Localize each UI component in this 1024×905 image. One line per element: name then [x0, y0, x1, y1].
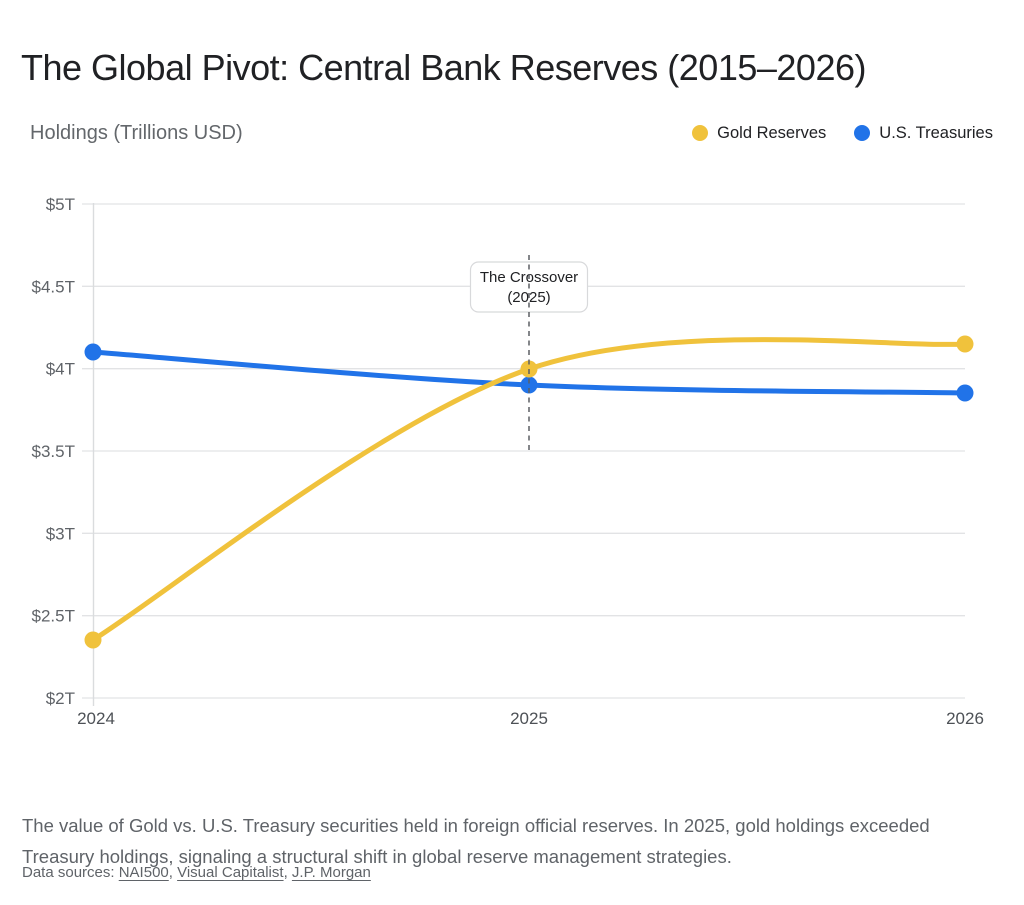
y-tick-label: $4.5T [32, 277, 75, 296]
page-title: The Global Pivot: Central Bank Reserves … [21, 47, 866, 89]
x-tick-label: 2026 [946, 709, 984, 728]
data-sources: Data sources: NAI500, Visual Capitalist,… [22, 863, 371, 883]
treasuries-series-dot-icon [854, 125, 871, 141]
data-point-u-s-treasuries [84, 343, 102, 361]
chart-header-row: Holdings (Trillions USD) Gold Reserves U… [30, 114, 993, 152]
legend-item-gold-reserves[interactable]: Gold Reserves [692, 124, 826, 143]
data-point-gold-reserves [956, 335, 974, 353]
chart-description: The value of Gold vs. U.S. Treasury secu… [22, 814, 930, 867]
legend-item-us-treasuries[interactable]: U.S. Treasuries [854, 124, 993, 143]
y-tick-label: $4T [46, 360, 75, 379]
legend-label: U.S. Treasuries [879, 123, 993, 142]
x-tick-label: 2025 [510, 709, 548, 728]
x-tick-label: 2024 [77, 709, 115, 728]
sources-separator: , [283, 864, 292, 881]
y-tick-label: $3T [46, 524, 75, 543]
legend-label: Gold Reserves [717, 123, 827, 142]
y-tick-label: $3.5T [32, 442, 75, 461]
gold-series-dot-icon [692, 125, 709, 141]
y-tick-label: $2.5T [32, 607, 75, 626]
y-tick-label: $2T [46, 689, 75, 708]
source-link-jp-morgan[interactable]: J.P. Morgan [291, 864, 371, 881]
sources-prefix: Data sources: [22, 864, 119, 881]
data-point-u-s-treasuries [520, 376, 538, 394]
y-tick-label: $5T [46, 195, 75, 214]
source-link-visual-capitalist[interactable]: Visual Capitalist [177, 864, 284, 881]
chart-legend: Gold Reserves U.S. Treasuries [692, 124, 993, 143]
data-point-gold-reserves [84, 631, 102, 649]
data-point-u-s-treasuries [956, 384, 974, 402]
y-axis-title: Holdings (Trillions USD) [30, 121, 243, 144]
source-link-nai500[interactable]: NAI500 [118, 864, 169, 881]
sources-separator: , [168, 864, 178, 881]
